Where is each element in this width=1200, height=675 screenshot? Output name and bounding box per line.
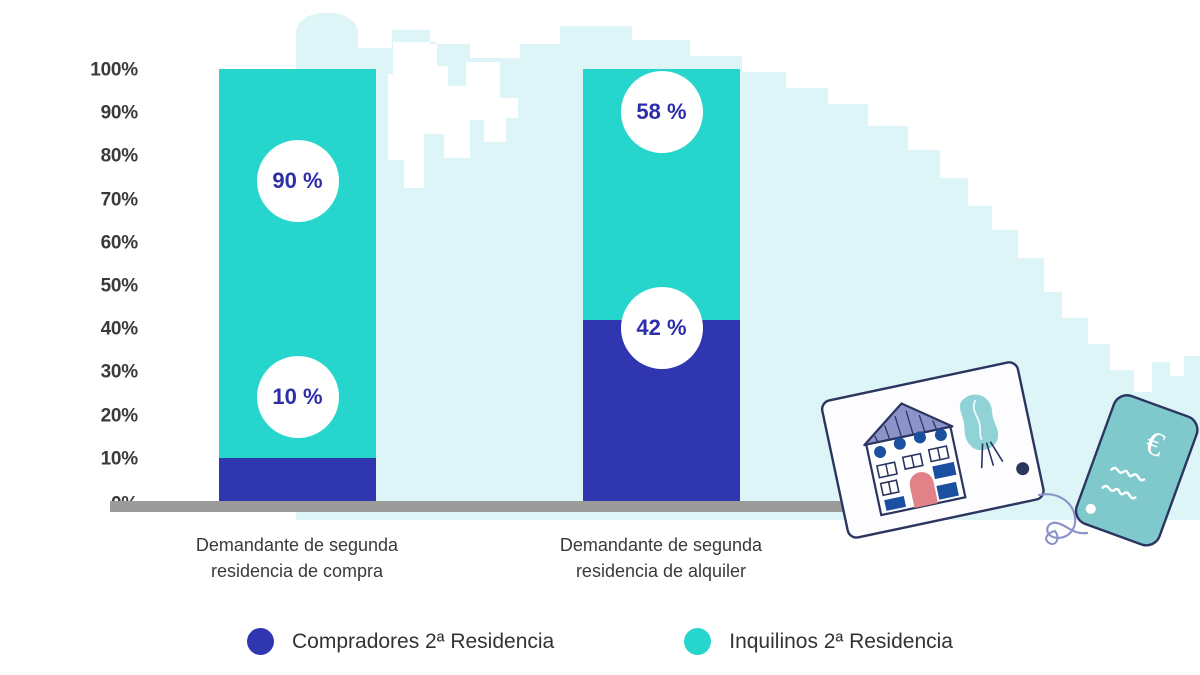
category-label-alquiler-line1: Demandante de segunda [559, 535, 763, 555]
house-card-icon [820, 361, 1045, 539]
category-label-compra-line2: residencia de compra [210, 560, 384, 581]
legend-dot-blue-icon [247, 628, 274, 655]
chart-legend: Compradores 2ª Residencia Inquilinos 2ª … [0, 628, 1200, 655]
y-tick-60: 60% [100, 232, 139, 254]
bar-group-compra[interactable]: 90 % 10 % [219, 69, 376, 501]
y-tick-20: 20% [100, 405, 139, 427]
category-label-alquiler: Demandante de segunda residencia de alqu… [511, 533, 811, 584]
legend-item-compradores[interactable]: Compradores 2ª Residencia [247, 628, 554, 655]
category-label-compra-line1: Demandante de segunda [195, 535, 399, 555]
value-bubble-inquilinos-compra: 90 % [256, 140, 339, 223]
bar-segment-compradores-compra[interactable] [219, 457, 376, 501]
y-tick-40: 40% [100, 318, 139, 340]
value-bubble-compradores-compra: 10 % [256, 356, 339, 439]
value-bubble-compradores-alquiler: 42 % [620, 287, 703, 370]
x-axis-baseline [110, 501, 892, 512]
category-label-alquiler-line2: residencia de alquiler [575, 560, 747, 581]
plot-area: 100% 90% 80% 70% 60% 50% 40% 30% 20% 10%… [90, 59, 892, 581]
door-icon [909, 472, 938, 509]
y-tick-30: 30% [100, 361, 139, 383]
category-label-compra: Demandante de segunda residencia de comp… [147, 533, 447, 584]
y-tick-80: 80% [100, 145, 139, 167]
y-tick-70: 70% [100, 189, 139, 211]
card-hole-icon [1016, 462, 1030, 476]
legend-label-compradores: Compradores 2ª Residencia [292, 629, 555, 653]
legend-dot-teal-icon [684, 628, 712, 655]
bar-group-alquiler[interactable]: 58 % 42 % [583, 69, 740, 501]
house-card-with-price-tag-illustration: € [820, 361, 1199, 547]
string-icon [1037, 493, 1089, 539]
value-bubble-inquilinos-alquiler: 58 % [620, 71, 703, 154]
legend-item-inquilinos[interactable]: Inquilinos 2ª Residencia [684, 628, 953, 655]
y-tick-90: 90% [100, 102, 139, 124]
y-tick-100: 100% [90, 59, 138, 81]
tag-hole-icon [1085, 503, 1096, 514]
y-tick-10: 10% [100, 448, 139, 470]
y-tick-50: 50% [100, 275, 139, 297]
legend-label-inquilinos: Inquilinos 2ª Residencia [729, 629, 953, 653]
price-tag-icon: € [1074, 394, 1199, 547]
